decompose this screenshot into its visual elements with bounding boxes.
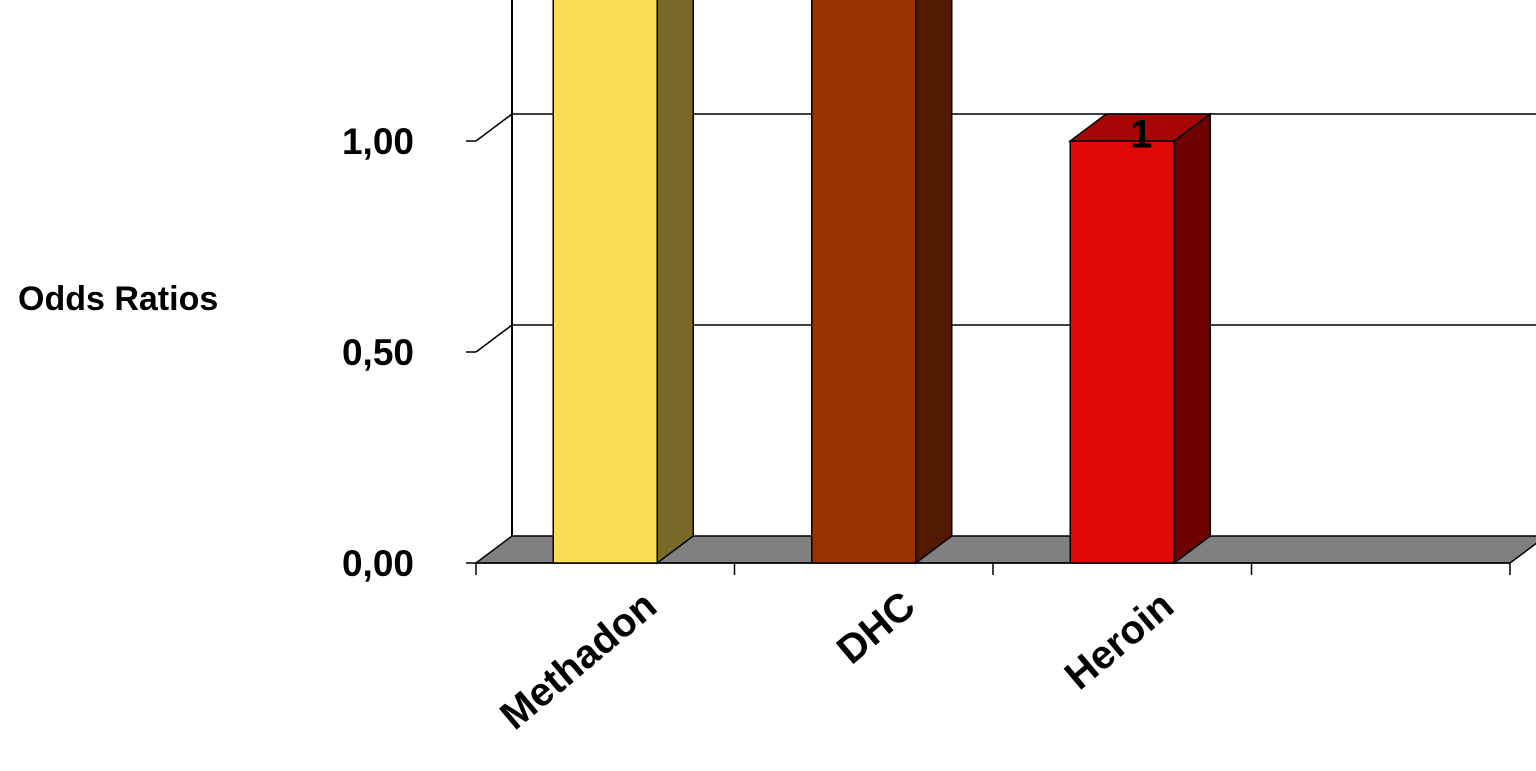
bar-dhc-front [811, 0, 917, 564]
bar-heroin-front [1069, 140, 1175, 564]
bar-heroin-side [1173, 112, 1211, 565]
gridline-side [475, 324, 513, 353]
bars [552, 0, 1213, 565]
x-tick-label: DHC [829, 583, 924, 672]
y-tick-label: 0,50 [342, 332, 414, 373]
data-label: 1 [1130, 113, 1152, 157]
bar-methadon-front [552, 0, 658, 564]
x-tick-label: Methadon [492, 583, 665, 738]
bar-dhc-side [915, 0, 953, 565]
x-tick-label: Heroin [1057, 583, 1182, 698]
y-tick-label: 0,00 [342, 543, 414, 584]
x-tick-labels: Methadon DHC Heroin [492, 583, 1182, 738]
data-labels: 2,401,71 [1130, 113, 1152, 157]
gridline-side [475, 113, 513, 142]
y-tick-labels: 0,000,501,001,502,002,50 [342, 121, 414, 584]
bar-methadon-side [656, 0, 694, 565]
y-axis-title: Odds Ratios [18, 280, 219, 318]
y-tick-label: 1,00 [342, 121, 414, 162]
chart-walls [511, 0, 513, 536]
